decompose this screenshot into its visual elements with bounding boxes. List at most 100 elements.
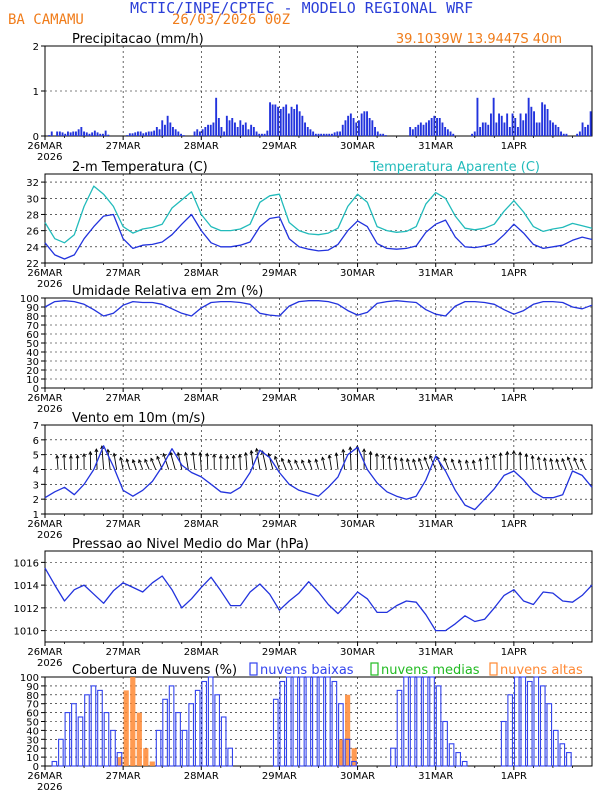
precip-bar <box>333 132 336 136</box>
precip-bar <box>441 122 444 136</box>
precip-bar <box>562 133 565 137</box>
wind-vector-head <box>321 456 325 461</box>
wind-vector <box>144 459 150 470</box>
cloud-low-bar <box>448 743 455 767</box>
cloud-high-bar <box>149 761 155 766</box>
clouds-ytick-label: 20 <box>26 744 39 755</box>
cloud-low-bar <box>168 685 175 767</box>
precip-bar <box>322 133 325 137</box>
precip-bar <box>231 118 234 136</box>
precip-bar <box>234 122 236 136</box>
precip-bar <box>414 127 417 136</box>
precip-bar <box>207 124 209 137</box>
precip-bar <box>554 124 557 137</box>
precip-bar <box>177 131 180 136</box>
wind-vector <box>443 457 450 470</box>
wind-vector <box>406 458 411 470</box>
pressure-frame <box>44 550 593 643</box>
pressure-ytick-label: 1014 <box>14 581 39 592</box>
wind-vector-head <box>176 451 181 456</box>
wind-vector <box>418 458 424 470</box>
precip-bar <box>139 131 142 136</box>
temp-xtick-label: 26MAR <box>27 268 62 279</box>
rh-xtick-label: 31MAR <box>418 393 453 404</box>
wind-vector <box>56 455 59 470</box>
precip-xtick-label: 1APR <box>501 141 527 152</box>
cloud-low-bar <box>552 729 559 767</box>
wind-vector-head <box>505 450 510 455</box>
temp-xtick-label: 27MAR <box>106 268 141 279</box>
precip-bar <box>161 120 164 137</box>
cloud-low-bar <box>272 698 279 767</box>
precip-bar <box>522 120 525 137</box>
wind-vector <box>561 458 567 470</box>
cloud-low-bar <box>207 676 214 767</box>
precip-bar <box>527 97 530 137</box>
wind-vector <box>95 449 98 470</box>
precip-bar <box>247 129 250 137</box>
legend-high-clouds-swatch <box>489 662 498 676</box>
precip-bar <box>541 102 544 137</box>
cloud-low-bar <box>507 694 514 767</box>
wind-vector-head <box>62 453 66 458</box>
precip-bar <box>546 109 549 136</box>
precip-bar <box>368 118 371 136</box>
precip-bar <box>560 131 562 136</box>
precip-ytick-label: 0 <box>33 132 39 143</box>
precip-bar <box>514 118 517 136</box>
wind-vector-head <box>243 451 248 456</box>
precip-bar <box>506 113 509 136</box>
cloud-low-bar <box>312 676 318 767</box>
precip-bar <box>80 127 83 136</box>
wind-vector-head <box>457 458 462 464</box>
wind-vector-head <box>307 458 312 463</box>
wind-vector-head <box>566 456 571 461</box>
rh-ytick-label: 0 <box>33 384 39 395</box>
cloud-low-bar <box>64 712 71 767</box>
precip-bar <box>93 130 96 136</box>
cloud-low-bar <box>318 676 325 767</box>
precip-bar <box>433 115 436 137</box>
precip-bar <box>277 106 279 137</box>
rh-ytick-label: 40 <box>26 348 39 359</box>
wind-xtick-label: 30MAR <box>340 519 375 530</box>
precip-bar <box>271 104 274 136</box>
temp-xtick-label: 29MAR <box>262 268 297 279</box>
precip-bar <box>409 127 412 136</box>
temp-xtick-label: 31MAR <box>418 268 453 279</box>
precip-bar <box>169 122 172 136</box>
precip-bar <box>557 127 560 136</box>
wind-vector <box>261 450 267 470</box>
wind-vector <box>394 457 398 470</box>
cloud-low-bar <box>175 712 181 767</box>
cloud-low-bar <box>566 752 572 767</box>
rh-line <box>44 300 593 317</box>
precip-bar <box>75 131 77 136</box>
precip-bar <box>320 133 323 137</box>
precip-bar <box>508 127 511 136</box>
wind-vector <box>451 459 456 470</box>
precip-panel <box>41 45 593 140</box>
wind-vector <box>382 454 385 470</box>
cloud-low-bar <box>227 747 234 767</box>
precip-bar <box>172 127 174 136</box>
wind-vector-head <box>183 451 188 456</box>
clouds-ytick-label: 30 <box>26 735 39 746</box>
wind-vector-head <box>387 455 392 460</box>
wind-vector-head <box>555 458 560 463</box>
cloud-low-bar <box>338 703 344 767</box>
wind-title: Vento em 10m (m/s) <box>72 411 205 426</box>
pressure-ytick-label: 1016 <box>14 558 39 569</box>
wind-ytick-label: 7 <box>33 421 39 432</box>
precip-bar <box>153 130 156 136</box>
wind-vector <box>256 448 261 470</box>
cloud-low-bar <box>396 689 403 767</box>
precip-bar <box>301 115 304 137</box>
wind-vector-head <box>405 457 410 463</box>
temp-ytick-label: 26 <box>26 227 39 238</box>
cloud-low-bar <box>214 694 221 767</box>
precip-xtick-label: 27MAR <box>106 141 141 152</box>
temp-ytick-label: 30 <box>26 194 39 205</box>
precip-bar <box>525 113 527 136</box>
precip-bar <box>444 127 447 136</box>
